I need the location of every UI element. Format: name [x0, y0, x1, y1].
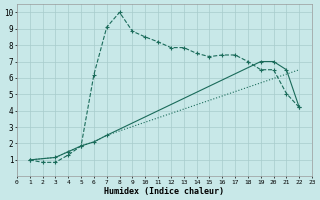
X-axis label: Humidex (Indice chaleur): Humidex (Indice chaleur)	[105, 187, 225, 196]
